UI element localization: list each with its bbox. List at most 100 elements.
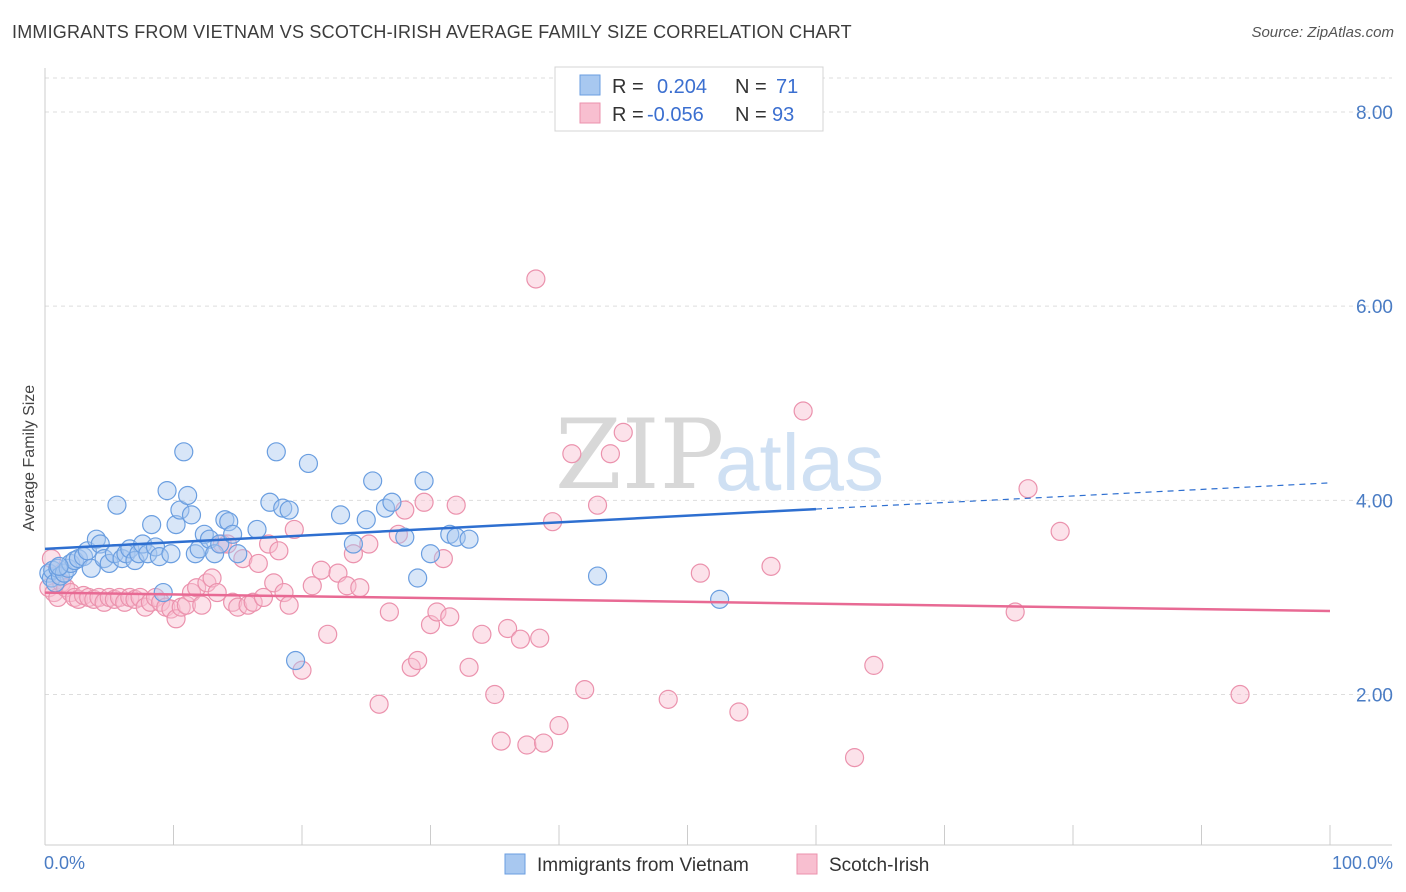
scotch-irish-point bbox=[248, 553, 268, 574]
vietnam-point bbox=[228, 544, 248, 564]
series-legend: Immigrants from Vietnam Scotch-Irish bbox=[504, 853, 929, 876]
vietnam-point bbox=[142, 515, 162, 535]
legend-n-value-1: 71 bbox=[776, 76, 798, 98]
legend-n-label-2: N = bbox=[735, 104, 767, 126]
y-tick-label-1: 4.00 bbox=[1356, 491, 1393, 512]
scotch-irish-point bbox=[1018, 479, 1038, 499]
legend-swatch-vietnam bbox=[579, 74, 601, 96]
scotch-irish-point bbox=[562, 444, 582, 464]
vietnam-point bbox=[247, 519, 267, 540]
vietnam-point bbox=[395, 527, 415, 547]
scotch-irish-point bbox=[491, 731, 511, 751]
legend-r-label-1: R = bbox=[612, 76, 644, 98]
vietnam-point bbox=[219, 512, 239, 532]
legend-swatch-scotch-irish bbox=[579, 102, 601, 124]
correlation-legend: R = 0.204 N = 71 R = -0.056 N = 93 bbox=[554, 66, 824, 132]
scotch-irish-point bbox=[207, 582, 227, 603]
scotch-irish-point bbox=[379, 602, 399, 622]
scotch-irish-point bbox=[549, 715, 569, 736]
scotch-irish-point bbox=[613, 422, 633, 442]
vietnam-point bbox=[149, 547, 169, 567]
legend-n-label-1: N = bbox=[735, 76, 767, 98]
scotch-irish-point bbox=[658, 689, 678, 709]
scotch-irish-point bbox=[530, 628, 550, 648]
scotch-irish-point bbox=[369, 694, 389, 714]
y-tick-label-2: 6.00 bbox=[1356, 297, 1393, 318]
vietnam-point bbox=[279, 500, 299, 520]
vietnam-point bbox=[285, 650, 306, 671]
vietnam-point bbox=[81, 558, 101, 578]
scotch-irish-point bbox=[761, 556, 781, 576]
scotch-irish-point bbox=[485, 684, 505, 705]
y-tick-label-0: 2.00 bbox=[1356, 686, 1393, 707]
scotch-irish-point bbox=[600, 444, 621, 464]
scotch-irish-point bbox=[311, 560, 331, 580]
scotch-irish-point bbox=[176, 595, 196, 615]
vietnam-trend-extension bbox=[815, 482, 1331, 510]
vietnam-point bbox=[382, 492, 402, 512]
scotch-irish-point bbox=[302, 576, 322, 596]
vietnam-point bbox=[205, 544, 225, 564]
legend-r-label-2: R = bbox=[612, 104, 644, 126]
y-tick-label-3: 8.00 bbox=[1356, 103, 1393, 124]
scotch-irish-point bbox=[517, 735, 537, 755]
watermark-atlas: atlas bbox=[715, 418, 884, 507]
trend-lines bbox=[44, 482, 1331, 613]
scotch-irish-point bbox=[472, 624, 492, 644]
scotch-irish-point bbox=[253, 587, 274, 608]
scotch-irish-point bbox=[526, 269, 546, 289]
vietnam-point bbox=[330, 505, 351, 525]
vietnam-point bbox=[178, 485, 198, 506]
vietnam-point bbox=[161, 544, 181, 564]
vietnam-point bbox=[181, 505, 202, 525]
vietnam-point bbox=[166, 515, 186, 535]
vietnam-point bbox=[99, 553, 119, 574]
vietnam-point bbox=[710, 589, 730, 609]
source-label: Source: ZipAtlas.com bbox=[1251, 24, 1394, 41]
scotch-irish-point bbox=[343, 544, 363, 564]
vietnam-point bbox=[363, 471, 383, 491]
scotch-irish-point bbox=[459, 657, 479, 677]
vietnam-point bbox=[587, 566, 608, 586]
y-axis-label: Average Family Size bbox=[21, 385, 38, 532]
legend-r-value-2: -0.056 bbox=[647, 104, 704, 126]
vietnam-point bbox=[49, 556, 69, 576]
scotch-irish-point bbox=[243, 592, 263, 612]
scotch-irish-point bbox=[844, 748, 865, 768]
scotch-irish-point bbox=[690, 563, 710, 583]
scotch-irish-point bbox=[1230, 684, 1250, 705]
scotch-irish-point bbox=[575, 680, 595, 700]
chart-title: IMMIGRANTS FROM VIETNAM VS SCOTCH-IRISH … bbox=[12, 22, 852, 42]
watermark-zip: ZIP bbox=[555, 399, 724, 511]
scotch-irish-point bbox=[420, 615, 441, 635]
bottom-legend-swatch-vietnam bbox=[504, 853, 526, 875]
scotch-irish-point bbox=[202, 568, 222, 588]
scotch-irish-point bbox=[498, 618, 518, 639]
scotch-irish-point bbox=[318, 624, 338, 644]
vietnam-point bbox=[420, 544, 441, 564]
scotch-irish-point bbox=[264, 573, 284, 593]
scotch-irish-point bbox=[864, 655, 884, 675]
x-tick-label-0: 0.0% bbox=[44, 853, 85, 873]
scotch-irish-point bbox=[359, 534, 379, 554]
legend-n-value-2: 93 bbox=[772, 104, 794, 126]
scotch-irish-point bbox=[284, 519, 304, 540]
vietnam-point bbox=[356, 510, 376, 530]
vietnam-trend-line bbox=[44, 507, 817, 551]
scotch-irish-point bbox=[729, 702, 749, 722]
x-tick-labels: 0.0% 100.0% bbox=[44, 853, 1393, 873]
vietnam-point bbox=[90, 534, 110, 554]
vietnam-point bbox=[408, 568, 428, 588]
vietnam-point bbox=[157, 481, 177, 501]
vietnam-point bbox=[174, 442, 194, 462]
scotch-irish-point bbox=[587, 495, 608, 515]
scotch-irish-point bbox=[414, 492, 434, 512]
vietnam-point bbox=[266, 442, 286, 462]
scotch-irish-point bbox=[427, 602, 447, 622]
scotch-irish-point bbox=[440, 607, 460, 627]
scotch-irish-point bbox=[269, 541, 289, 561]
y-tick-labels: 2.00 4.00 6.00 8.00 bbox=[1356, 103, 1393, 707]
axes bbox=[44, 68, 1392, 846]
vietnam-point bbox=[343, 534, 363, 554]
